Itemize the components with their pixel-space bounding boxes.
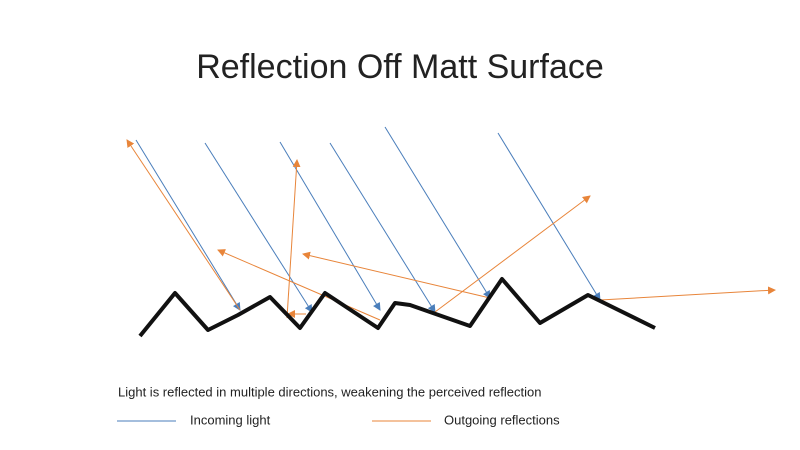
- legend-label: Incoming light: [190, 412, 271, 427]
- matt-surface: [138, 277, 656, 338]
- reflected-rays: [126, 139, 776, 321]
- title: Reflection Off Matt Surface: [196, 48, 604, 86]
- caption: Light is reflected in multiple direction…: [118, 384, 541, 399]
- legend-label: Outgoing reflections: [444, 412, 560, 427]
- incoming-rays: [135, 126, 601, 313]
